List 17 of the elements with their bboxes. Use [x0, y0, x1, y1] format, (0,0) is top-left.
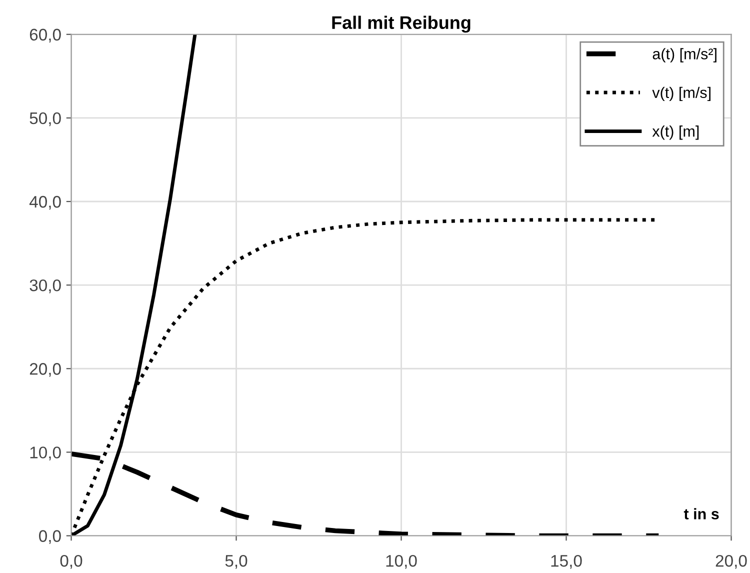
x-tick-label: 5,0	[225, 554, 248, 569]
legend-label: a(t) [m/s²]	[652, 48, 716, 62]
y-tick-label: 40,0	[29, 196, 61, 210]
y-tick-label: 30,0	[30, 279, 61, 294]
legend-label: x(t) [m]	[652, 126, 699, 140]
chart-title: Fall mit Reibung	[332, 16, 470, 33]
x-tick-label: 0,0	[60, 554, 82, 569]
y-tick-label: 0,0	[39, 530, 61, 544]
x-tick-label: 10,0	[386, 554, 417, 569]
legend-label: v(t) [m/s]	[652, 86, 710, 102]
y-tick-label: 20,0	[30, 363, 61, 377]
x-axis-title: t in s	[684, 508, 719, 520]
y-tick-label: 50,0	[30, 112, 61, 126]
x-tick-label: 20,0	[716, 554, 747, 569]
y-tick-label: 10,0	[30, 446, 61, 460]
y-tick-label: 60,0	[30, 28, 61, 43]
x-tick-label: 15,0	[551, 554, 582, 569]
